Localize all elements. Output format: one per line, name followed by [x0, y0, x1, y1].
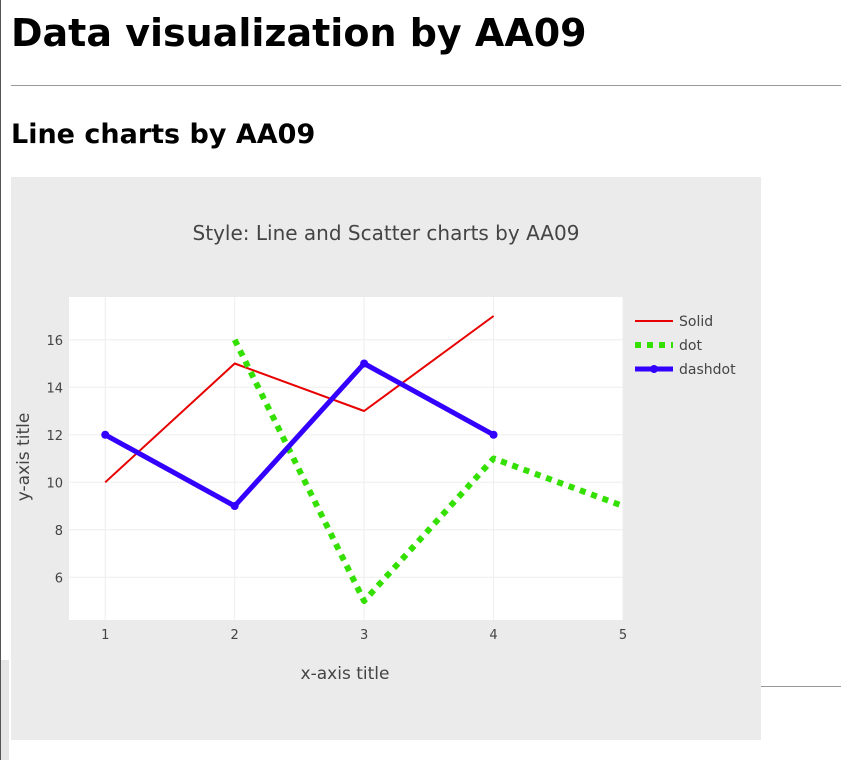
legend-item-solid[interactable]: Solid	[635, 314, 713, 330]
chart-container: Style: Line and Scatter charts by AA09 1…	[11, 177, 761, 740]
x-axis-title: x-axis title	[301, 664, 390, 684]
grid	[69, 297, 624, 620]
x-tick-label: 2	[231, 628, 239, 643]
x-tick-label: 1	[101, 628, 109, 643]
y-axis-title: y-axis title	[14, 413, 34, 502]
section-title: Line charts by AA09	[11, 119, 316, 150]
data-point	[489, 430, 498, 439]
series-dashdot-group	[101, 359, 498, 510]
data-point	[360, 359, 369, 368]
line-chart: Style: Line and Scatter charts by AA09 1…	[14, 221, 736, 684]
divider	[11, 85, 841, 86]
y-tick-label: 6	[55, 571, 63, 586]
series-dot-line	[232, 338, 625, 604]
legend-marker	[650, 365, 658, 373]
series-dot-group	[232, 338, 625, 604]
series-dashdot-line	[103, 361, 495, 509]
series	[101, 315, 625, 604]
y-tick-label: 10	[46, 476, 63, 491]
x-tick-label: 4	[489, 628, 497, 643]
divider	[761, 686, 841, 687]
y-tick-label: 16	[46, 334, 63, 349]
legend-label: Solid	[679, 314, 713, 330]
legend-item-dashdot[interactable]: dashdot	[635, 362, 736, 378]
chart-title: Style: Line and Scatter charts by AA09	[193, 221, 580, 245]
y-tick-label: 14	[46, 381, 63, 396]
left-border-shadow	[1, 660, 9, 760]
x-tick-label: 3	[360, 628, 368, 643]
x-tick-label: 5	[619, 628, 627, 643]
legend-label: dashdot	[679, 362, 736, 378]
series-solid-group	[104, 315, 495, 484]
y-tick-label: 12	[46, 429, 63, 444]
legend-item-dot[interactable]: dot	[635, 338, 702, 354]
series-solid-line	[104, 315, 495, 484]
y-tick-label: 8	[55, 524, 63, 539]
left-border	[0, 0, 1, 760]
legend-label: dot	[679, 338, 702, 354]
data-point	[101, 430, 110, 439]
page-title: Data visualization by AA09	[11, 11, 587, 55]
legend[interactable]: Solid dot dashdot	[635, 314, 736, 378]
data-point	[230, 502, 239, 510]
